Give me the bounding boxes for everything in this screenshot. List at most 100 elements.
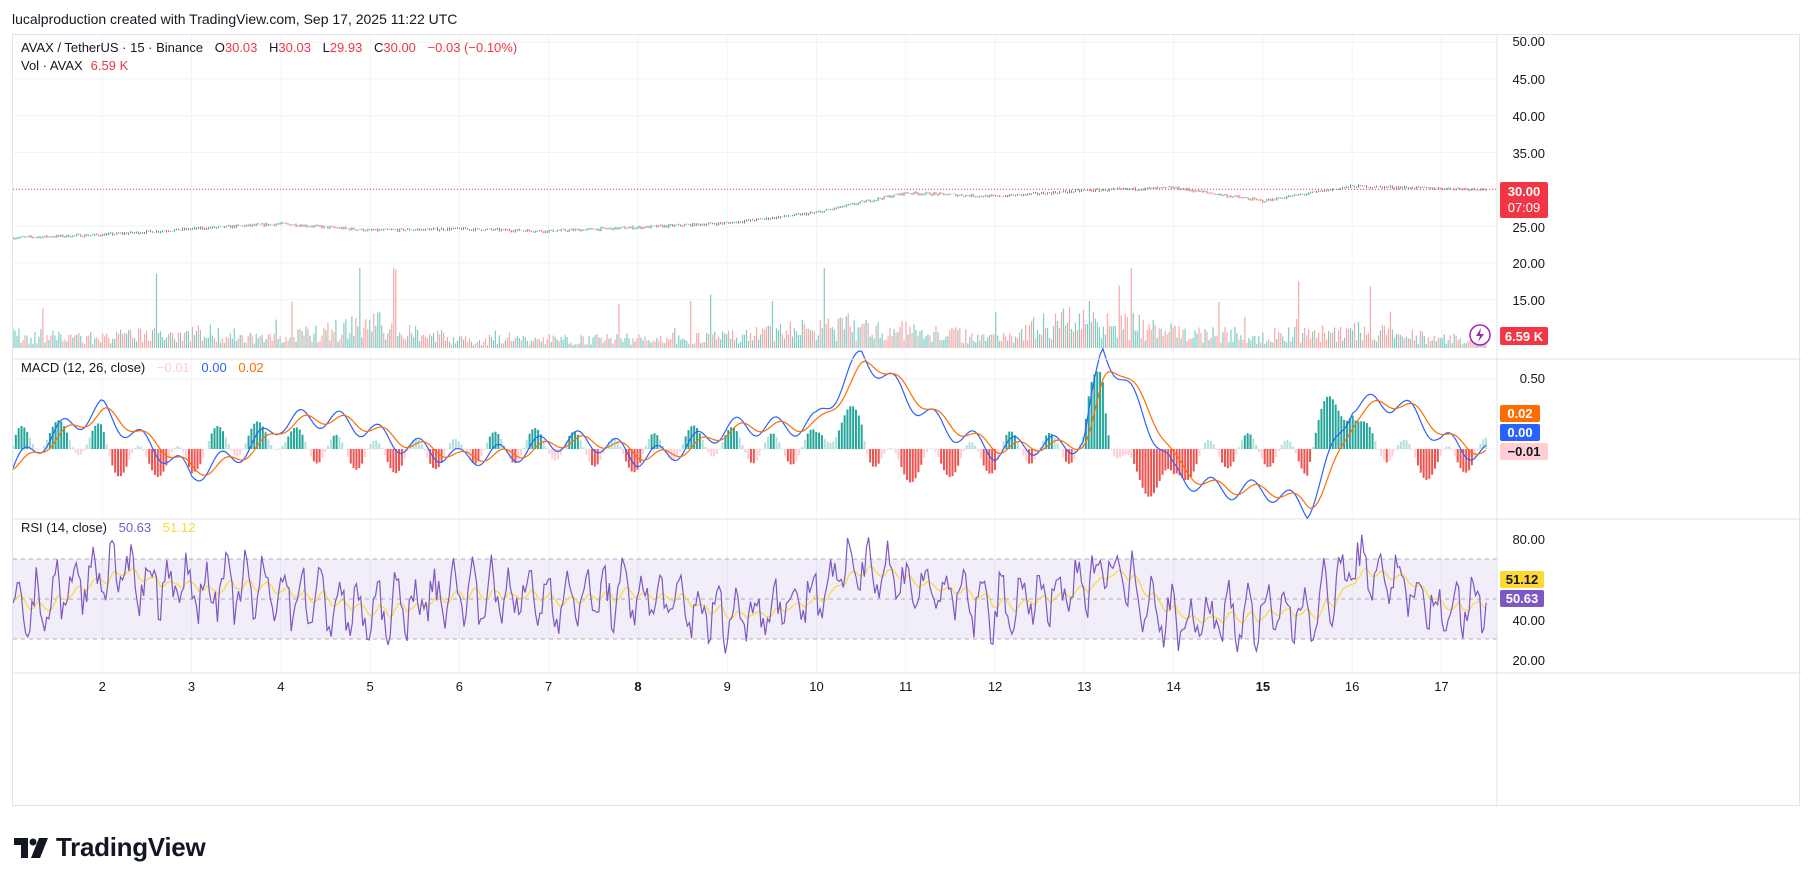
volume-bar [686,341,688,348]
macd-histogram-bar [1110,449,1113,450]
volume-bar [554,336,556,348]
volume-bar [1258,336,1260,348]
macd-histogram-bar [616,441,619,449]
volume-bar [614,339,616,348]
volume-bar [38,336,40,348]
volume-bar [18,328,20,348]
volume-bar [660,335,662,348]
volume-bar [745,329,748,348]
volume-bar [1423,335,1425,348]
volume-bar [373,313,375,348]
price-axis[interactable]: 50.00 45.00 40.00 35.00 25.00 20.00 15.0… [1512,34,1545,308]
macd-histogram-bar [94,425,97,449]
macd-histogram-bar [766,436,769,449]
volume-bar [456,340,459,348]
macd-histogram-bar [1388,449,1391,462]
volume-bar [997,335,999,348]
macd-histogram-bar [247,435,250,449]
volume-bar [32,343,34,348]
volume-bar [68,335,70,348]
macd-histogram-bar [173,447,176,449]
volume-bar [572,345,574,348]
volume-bar [544,344,546,348]
volume-bar [797,334,799,348]
volume-bar [1082,310,1085,348]
macd-histogram-bar [1334,404,1337,449]
volume-bar [1032,317,1035,348]
macd-histogram-bar [85,444,88,449]
macd-histogram-bar [747,449,750,459]
volume-bar [80,335,82,348]
volume-bar [1164,331,1166,348]
macd-histogram-bar [573,431,576,449]
volume-bar [710,294,712,348]
macd-histogram-bar [1382,449,1385,461]
volume-bar [359,268,361,348]
macd-histogram-bar [1229,449,1232,467]
time-axis[interactable]: 2 3 4 5 6 7 8 9 10 11 12 13 14 15 16 17 [99,679,1449,694]
signal-line [12,360,1487,509]
volume-bar [1158,328,1160,348]
macd-histogram-bar [1351,415,1354,449]
macd-histogram-bar [1198,449,1201,456]
volume-bar [1078,313,1081,348]
macd-histogram-bar [639,449,642,463]
volume-bar [518,338,520,348]
volume-bar [963,343,965,348]
time-tick-label: 3 [188,679,195,694]
volume-bar [700,343,702,348]
macd-histogram-bar [1436,449,1439,463]
macd-histogram-bar [497,434,500,449]
volume-bar [247,336,249,348]
macd-histogram-bar [1277,449,1280,451]
volume-bar [1296,319,1298,348]
volume-bar [139,328,142,348]
macd-histogram-bar [1479,443,1482,449]
volume-bar [54,335,56,348]
volume-bar [289,337,291,348]
volume-bar [720,339,722,348]
macd-histogram-bar [1462,449,1465,472]
volume-bar [1361,340,1364,348]
volume-bar [1162,335,1164,348]
volume-bar [434,341,437,348]
volume-bar [363,327,365,348]
macd-histogram-bar [406,449,409,451]
volume-bar [895,332,897,348]
volume-bar [773,341,776,348]
macd-histogram-bar [1317,419,1320,449]
volume-bar [999,340,1001,348]
macd-histogram-bar [678,449,681,452]
volume-bar [135,341,138,348]
volume-bar [775,328,778,348]
macd-histogram-bar [840,422,843,449]
macd-histogram-bar [1019,448,1022,449]
tradingview-logo-icon [14,837,48,858]
volume-bar [648,340,650,348]
macd-histogram-bar [43,445,46,449]
volume-bar [777,330,780,348]
volume-bar [1455,335,1457,348]
macd-histogram-bar [1243,435,1246,449]
macd-histogram-bar [488,436,491,449]
volume-bar [676,343,678,348]
volume-bar [887,336,889,348]
macd-histogram-bar [1272,449,1275,464]
macd-histogram-bar [914,449,917,479]
macd-histogram-bar [525,440,528,449]
volume-bar [1373,339,1376,348]
volume-bar [626,333,628,348]
macd-histogram-bar [735,431,738,449]
macd-histogram-bar [429,449,432,464]
volume-bar [867,323,869,348]
volume-bar [901,320,903,348]
price-tick: 45.00 [1512,72,1545,87]
volume-bar [733,340,736,348]
volume-bar [333,332,335,348]
chart-canvas[interactable]: AVAX / TetherUS · 15 · Binance O30.03 H3… [12,34,1801,807]
volume-bar [60,334,62,348]
tradingview-logo[interactable]: TradingView [14,832,206,863]
volume-bar [58,331,60,348]
macd-histogram-bar [545,447,548,449]
volume-bar [1216,335,1218,348]
